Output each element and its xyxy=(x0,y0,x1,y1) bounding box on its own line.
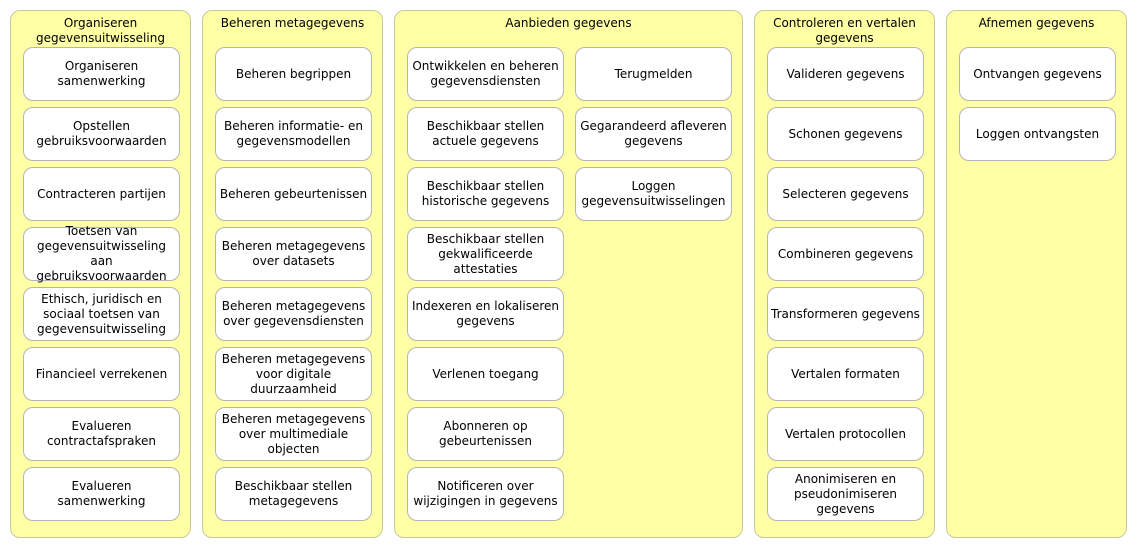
group-title: Aanbieden gegevens xyxy=(505,16,632,30)
capability-box[interactable]: Beheren metagegevens over datasets xyxy=(215,227,372,281)
capability-box[interactable]: Organiseren samenwerking xyxy=(23,47,180,101)
group-title: Afnemen gegevens xyxy=(978,16,1095,30)
capability-box[interactable]: Schonen gegevens xyxy=(767,107,924,161)
capability-box[interactable]: Abonneren op gebeurtenissen xyxy=(407,407,564,461)
capability-box[interactable]: Beschikbaar stellen gekwalificeerde atte… xyxy=(407,227,564,281)
capability-box[interactable]: Beheren informatie- en gegevensmodellen xyxy=(215,107,372,161)
capability-box[interactable]: Beheren metagegevens over multimediale o… xyxy=(215,407,372,461)
capability-box[interactable]: Toetsen van gegevensuitwisseling aan geb… xyxy=(23,224,180,283)
capability-box[interactable]: Financieel verrekenen xyxy=(23,347,180,401)
capability-box[interactable]: Verlenen toegang xyxy=(407,347,564,401)
capability-box[interactable]: Ontvangen gegevens xyxy=(959,47,1116,101)
capability-box[interactable]: Vertalen formaten xyxy=(767,347,924,401)
capability-box[interactable]: Transformeren gegevens xyxy=(767,287,924,341)
capability-box[interactable]: Beheren metagegevens voor digitale duurz… xyxy=(215,347,372,401)
capability-box[interactable]: Beheren begrippen xyxy=(215,47,372,101)
capability-box[interactable]: Combineren gegevens xyxy=(767,227,924,281)
capability-box[interactable]: Beschikbaar stellen historische gegevens xyxy=(407,167,564,221)
group-title: Controleren en vertalen gegevens xyxy=(773,16,916,45)
capability-box[interactable]: Ontwikkelen en beheren gegevensdiensten xyxy=(407,47,564,101)
group-3: Controleren en vertalen gegevens Validere… xyxy=(754,10,935,538)
capability-box[interactable]: Valideren gegevens xyxy=(767,47,924,101)
capability-box[interactable]: Terugmelden xyxy=(575,47,732,101)
capability-box[interactable]: Beheren metagegevens over gegevensdienst… xyxy=(215,287,372,341)
capability-box[interactable]: Gegarandeerd afleveren gegevens xyxy=(575,107,732,161)
capability-box[interactable]: Contracteren partijen xyxy=(23,167,180,221)
capability-box[interactable]: Vertalen protocollen xyxy=(767,407,924,461)
capability-box[interactable]: Anonimiseren en pseudonimiseren gegevens xyxy=(767,467,924,521)
capability-box[interactable]: Ethisch, juridisch en sociaal toetsen va… xyxy=(23,287,180,341)
capability-box[interactable]: Indexeren en lokaliseren gegevens xyxy=(407,287,564,341)
capability-box[interactable]: Evalueren contractafspraken xyxy=(23,407,180,461)
capability-box[interactable]: Beschikbaar stellen actuele gegevens xyxy=(407,107,564,161)
capability-box[interactable]: Evalueren samenwerking xyxy=(23,467,180,521)
group-title: Beheren metagegevens xyxy=(220,16,365,30)
group-4: Afnemen gegevens Ontvangen gegevens Loggen… xyxy=(946,10,1127,538)
capability-box[interactable]: Notificeren over wijzigingen in gegevens xyxy=(407,467,564,521)
group-2: Aanbieden gegevens Ontwikkelen en beheren… xyxy=(394,10,743,538)
capability-box[interactable]: Beheren gebeurtenissen xyxy=(215,167,372,221)
capability-box[interactable]: Loggen ontvangsten xyxy=(959,107,1116,161)
capability-box[interactable]: Selecteren gegevens xyxy=(767,167,924,221)
capability-box[interactable]: Opstellen gebruiksvoorwaarden xyxy=(23,107,180,161)
group-title: Organiseren gegevensuitwisseling xyxy=(36,16,165,45)
capability-box[interactable]: Loggen gegevensuitwisselingen xyxy=(575,167,732,221)
group-1: Beheren metagegevens Beheren begrippen Beh… xyxy=(202,10,383,538)
capability-box[interactable]: Beschikbaar stellen metagegevens xyxy=(215,467,372,521)
group-0: Organiseren gegevensuitwisseling Organise… xyxy=(10,10,191,538)
